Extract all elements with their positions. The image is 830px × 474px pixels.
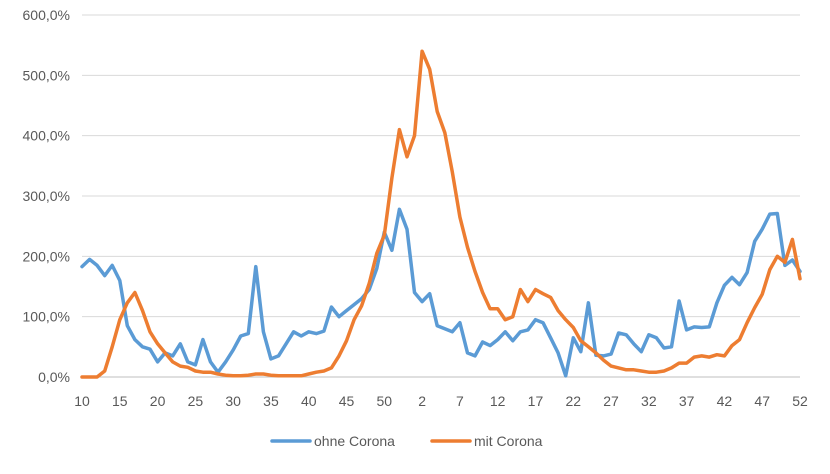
gridlines <box>82 14 800 378</box>
x-tick-label: 22 <box>565 393 581 409</box>
y-tick-label: 600,0% <box>23 7 70 23</box>
x-tick-label: 7 <box>456 393 464 409</box>
x-tick-label: 42 <box>717 393 733 409</box>
legend-label: ohne Corona <box>314 433 395 449</box>
legend-label: mit Corona <box>474 433 543 449</box>
x-tick-label: 45 <box>339 393 355 409</box>
y-tick-label: 400,0% <box>23 128 70 144</box>
y-tick-label: 100,0% <box>23 309 70 325</box>
x-tick-label: 52 <box>792 393 808 409</box>
x-axis-ticks: 10 15 20 25 30 35 40 45 50 2 7 12 17 22 27 32 37 42 47 52 <box>74 393 808 409</box>
x-tick-label: 17 <box>528 393 544 409</box>
y-tick-label: 0,0% <box>38 369 70 385</box>
legend: ohne Corona mit Corona <box>270 433 543 449</box>
x-tick-label: 50 <box>377 393 393 409</box>
x-tick-label: 30 <box>225 393 241 409</box>
y-tick-label: 500,0% <box>23 67 70 83</box>
y-tick-label: 300,0% <box>23 188 70 204</box>
x-tick-label: 2 <box>418 393 426 409</box>
series-line-1 <box>80 49 802 379</box>
x-tick-label: 10 <box>74 393 90 409</box>
x-tick-label: 12 <box>490 393 506 409</box>
x-tick-label: 47 <box>754 393 770 409</box>
x-tick-label: 40 <box>301 393 317 409</box>
series-line-0 <box>80 207 802 378</box>
x-tick-label: 27 <box>603 393 619 409</box>
x-tick-label: 25 <box>188 393 204 409</box>
y-tick-label: 200,0% <box>23 248 70 264</box>
x-tick-label: 35 <box>263 393 279 409</box>
y-axis-ticks: 0,0% 100,0% 200,0% 300,0% 400,0% 500,0% 600,0% <box>23 7 70 385</box>
x-tick-label: 15 <box>112 393 128 409</box>
x-tick-label: 37 <box>679 393 695 409</box>
x-tick-label: 32 <box>641 393 657 409</box>
x-tick-label: 20 <box>150 393 166 409</box>
series-lines <box>80 49 802 379</box>
